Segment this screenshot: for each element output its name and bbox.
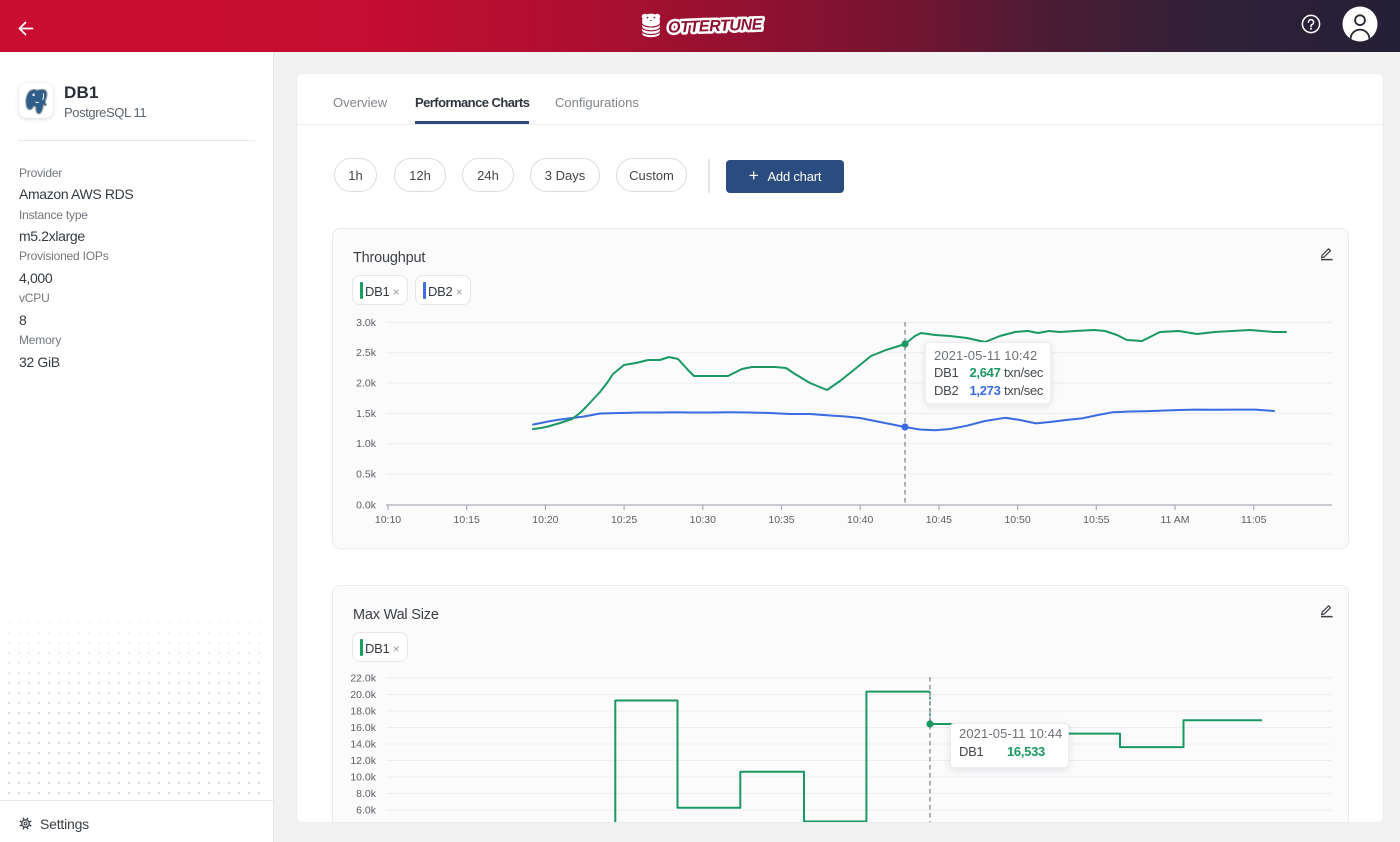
svg-text:6.0k: 6.0k [356, 805, 377, 817]
svg-text:14.0k: 14.0k [350, 739, 376, 751]
svg-text:10:40: 10:40 [847, 514, 873, 526]
svg-text:2.0k: 2.0k [356, 378, 377, 390]
svg-text:8.0k: 8.0k [356, 788, 377, 800]
svg-text:2.5k: 2.5k [356, 347, 377, 359]
svg-text:12.0k: 12.0k [350, 755, 376, 767]
svg-text:16.0k: 16.0k [350, 722, 376, 734]
svg-text:1.0k: 1.0k [356, 438, 377, 450]
svg-text:11:05: 11:05 [1241, 514, 1267, 526]
svg-text:OTTERTUNE: OTTERTUNE [668, 16, 764, 36]
svg-text:10:15: 10:15 [454, 514, 480, 526]
svg-text:10:50: 10:50 [1004, 514, 1030, 526]
svg-text:10:45: 10:45 [926, 514, 952, 526]
svg-text:10:10: 10:10 [375, 514, 401, 526]
svg-text:0.5k: 0.5k [356, 469, 377, 481]
svg-text:10:30: 10:30 [690, 514, 716, 526]
svg-text:10:55: 10:55 [1083, 514, 1109, 526]
svg-text:10:20: 10:20 [532, 514, 558, 526]
svg-text:0.0k: 0.0k [356, 500, 377, 512]
svg-text:18.0k: 18.0k [350, 706, 376, 718]
svg-text:10:35: 10:35 [768, 514, 794, 526]
svg-text:10.0k: 10.0k [350, 772, 376, 784]
svg-text:22.0k: 22.0k [350, 673, 376, 685]
svg-text:3.0k: 3.0k [356, 317, 377, 329]
svg-text:10:25: 10:25 [611, 514, 637, 526]
svg-text:1.5k: 1.5k [356, 408, 377, 420]
svg-text:20.0k: 20.0k [350, 689, 376, 701]
svg-text:11 AM: 11 AM [1161, 514, 1190, 526]
